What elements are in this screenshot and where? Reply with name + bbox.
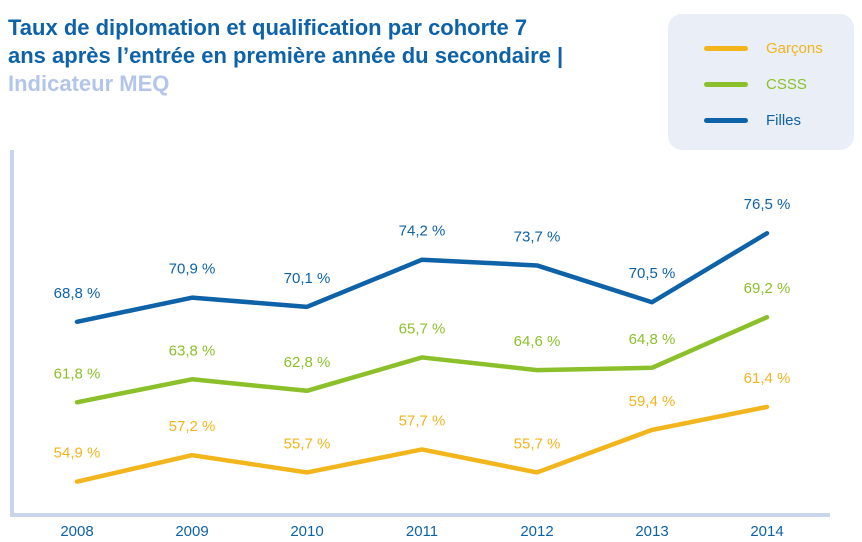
data-label: 65,7 % [399,320,446,337]
data-label: 62,8 % [284,354,331,371]
x-tick-label: 2009 [175,523,208,540]
data-label: 63,8 % [169,342,216,359]
data-label: 61,8 % [54,365,101,382]
legend-label: CSSS [766,75,807,93]
x-tick-label: 2008 [60,523,93,540]
data-label: 55,7 % [514,435,561,452]
series-line [74,231,770,325]
data-label: 54,9 % [54,445,101,462]
data-label: 64,8 % [629,331,676,348]
legend: Garçons CSSS Filles [668,14,854,150]
data-label: 70,1 % [284,270,331,287]
x-tick-label: 2011 [406,523,438,540]
legend-label: Filles [766,111,802,129]
chart-title-block: Taux de diplomation et qualification par… [8,14,568,98]
legend-swatch [704,45,748,51]
series-line [74,404,770,484]
legend-item: Filles [704,110,801,130]
data-label: 57,2 % [169,418,216,435]
data-label: 64,6 % [514,333,561,350]
data-label: 73,7 % [514,228,561,245]
data-label: 76,5 % [744,196,791,213]
x-tick-label: 2012 [520,523,553,540]
legend-item: CSSS [704,74,807,94]
data-label: 55,7 % [284,435,331,452]
data-label: 57,7 % [399,412,446,429]
data-label: 70,5 % [629,265,676,282]
legend-swatch [704,81,748,87]
data-label: 74,2 % [399,223,446,240]
x-tick-label: 2014 [750,523,783,540]
chart-title: Taux de diplomation et qualification par… [8,15,564,68]
x-tick-label: 2010 [290,523,323,540]
legend-item: Garçons [704,38,823,58]
series-line [74,314,770,405]
data-label: 68,8 % [54,285,101,302]
x-tick-label: 2013 [635,523,668,540]
legend-swatch [704,117,748,123]
chart-subtitle: Indicateur MEQ [8,71,170,96]
data-label: 70,9 % [169,261,216,278]
data-label: 61,4 % [744,370,791,387]
data-label: 59,4 % [629,393,676,410]
legend-label: Garçons [766,39,823,57]
data-label: 69,2 % [744,280,791,297]
